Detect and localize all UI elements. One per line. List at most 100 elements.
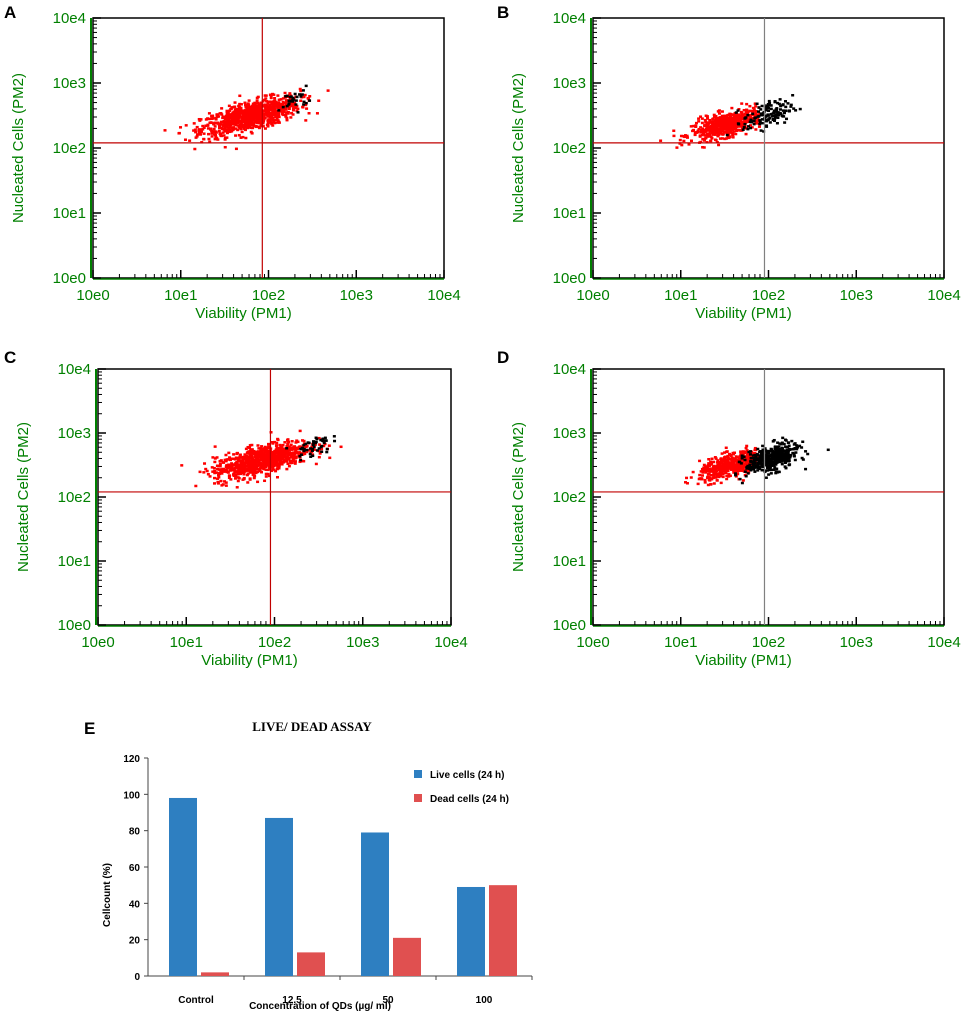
data-point-dead: [773, 460, 777, 463]
data-point-live: [259, 107, 263, 111]
data-point-live: [256, 480, 260, 484]
data-point-live: [225, 129, 229, 133]
data-point-dead: [298, 455, 302, 458]
y-axis-title: Nucleated Cells (PM2): [15, 422, 32, 572]
data-point-live: [215, 456, 219, 459]
data-point-live: [742, 108, 746, 112]
data-point-live: [251, 108, 255, 112]
data-point-live: [713, 131, 717, 135]
data-point-live: [243, 109, 247, 113]
data-point-live: [721, 125, 725, 128]
data-point-dead: [771, 450, 775, 453]
data-point-live: [706, 121, 710, 124]
data-point-live: [235, 109, 239, 112]
data-point-live: [752, 108, 756, 111]
data-point-dead: [738, 477, 742, 481]
data-point-dead: [739, 462, 743, 465]
data-point-live: [722, 462, 726, 466]
data-point-dead: [765, 466, 769, 470]
data-point-dead: [763, 447, 767, 450]
data-point-live: [277, 98, 281, 102]
data-point-dead: [748, 465, 752, 469]
data-point-live: [219, 459, 223, 462]
data-point-live: [289, 103, 293, 107]
data-point-live: [751, 452, 755, 455]
data-point-live: [719, 471, 723, 475]
data-point-live: [260, 455, 264, 458]
data-point-live: [285, 116, 289, 120]
data-point-live: [251, 110, 255, 114]
data-point-live: [749, 117, 753, 120]
data-point-live: [247, 99, 251, 102]
data-point-live: [267, 107, 271, 110]
data-point-dead: [765, 450, 769, 453]
data-point-live: [271, 116, 275, 120]
data-point-live: [245, 459, 249, 462]
data-point-live: [659, 139, 663, 142]
data-point-dead: [748, 463, 752, 467]
data-point-live: [242, 127, 246, 130]
data-point-live: [754, 128, 758, 131]
data-point-dead: [826, 448, 830, 452]
data-point-live: [285, 467, 289, 471]
data-point-live: [743, 118, 747, 122]
legend-swatch: [414, 770, 422, 778]
data-point-live: [215, 464, 219, 467]
data-point-dead: [287, 99, 291, 102]
y-axis-title: Nucleated Cells (PM2): [510, 73, 527, 223]
data-point-live: [236, 124, 240, 127]
data-point-dead: [783, 449, 787, 452]
data-point-live: [264, 458, 268, 462]
data-point-live: [241, 120, 245, 123]
data-point-dead: [792, 107, 796, 110]
data-point-live: [722, 457, 726, 461]
data-point-dead: [770, 115, 774, 118]
data-point-live: [242, 116, 246, 119]
data-point-live: [322, 444, 326, 448]
data-point-live: [213, 482, 217, 485]
data-point-live: [720, 118, 724, 122]
data-point-live: [235, 486, 239, 489]
data-point-live: [236, 121, 240, 125]
data-point-live: [219, 133, 223, 136]
data-point-live: [713, 471, 717, 474]
data-point-live: [235, 113, 239, 116]
x-tick-label: 10e3: [346, 634, 379, 651]
data-point-live: [712, 464, 716, 468]
data-point-dead: [776, 458, 780, 462]
data-point-live: [253, 102, 257, 105]
data-point-live: [281, 444, 285, 447]
data-point-live: [711, 117, 715, 121]
data-point-live: [229, 129, 233, 133]
data-point-live: [241, 114, 245, 117]
data-point-dead: [783, 100, 787, 103]
data-point-live: [236, 471, 240, 474]
data-point-dead: [765, 106, 769, 110]
data-point-live: [231, 468, 235, 471]
bar-dead: [201, 972, 229, 976]
data-point-dead: [759, 129, 763, 132]
data-point-live: [276, 447, 280, 450]
data-point-live: [754, 109, 758, 113]
data-point-live: [236, 479, 240, 483]
data-point-live: [269, 94, 273, 98]
data-point-live: [269, 96, 273, 100]
data-point-live: [683, 134, 687, 137]
data-point-live: [268, 103, 272, 106]
data-point-live: [737, 108, 741, 111]
data-point-live: [256, 110, 260, 113]
data-point-dead: [311, 443, 315, 447]
data-point-dead: [745, 466, 749, 469]
data-point-dead: [767, 460, 771, 463]
x-tick-label: 12.5: [282, 995, 302, 1006]
data-point-dead: [791, 447, 795, 451]
data-point-live: [743, 120, 747, 123]
data-point-live: [209, 121, 213, 124]
data-point-live: [210, 132, 214, 135]
data-point-live: [239, 456, 243, 459]
data-point-live: [250, 449, 254, 453]
data-point-live: [712, 469, 716, 473]
data-point-live: [717, 118, 721, 122]
data-point-live: [245, 473, 249, 477]
data-point-dead: [299, 458, 303, 462]
